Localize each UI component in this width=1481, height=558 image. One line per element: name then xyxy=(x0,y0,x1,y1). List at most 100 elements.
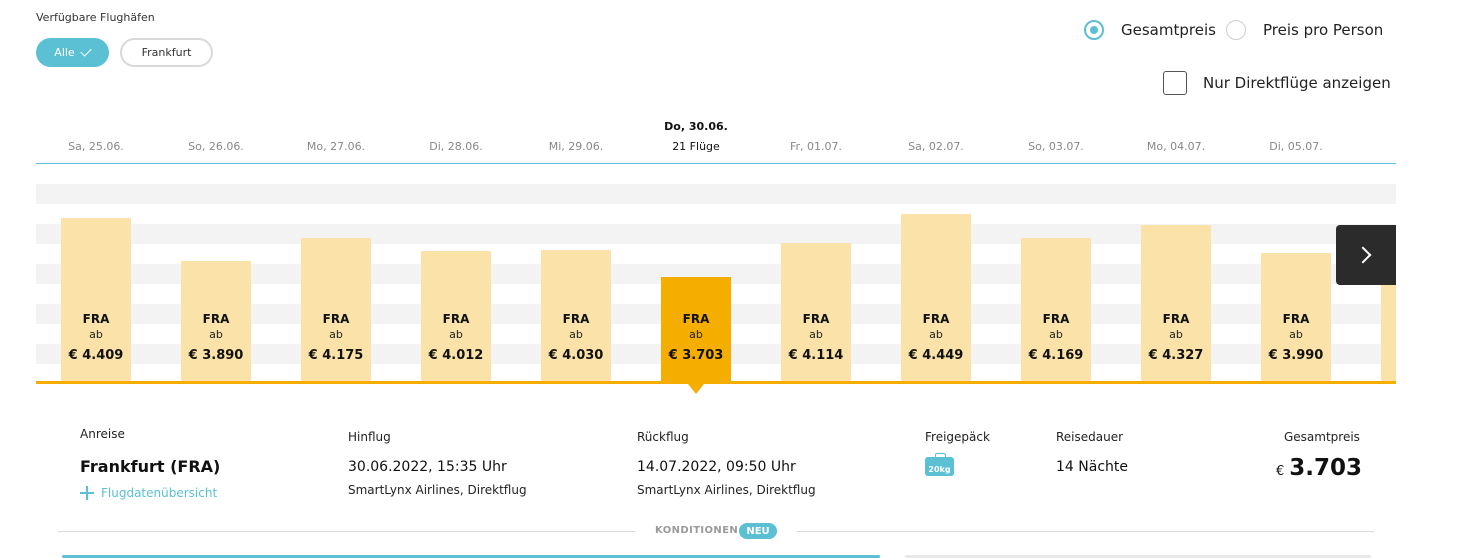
price-bar[interactable]: FRA ab € 4.169 xyxy=(1021,238,1091,381)
airports-label: Verfügbare Flughäfen xyxy=(36,11,155,24)
date-label: Mo, 27.06. xyxy=(306,140,366,153)
new-badge: NEU xyxy=(739,523,777,539)
bar-price: € 3.703 xyxy=(668,348,724,363)
price-bar[interactable]: FRA ab € 3.703 xyxy=(661,277,731,381)
bar-price: € 4.175 xyxy=(308,348,364,363)
from-label: ab xyxy=(569,328,583,341)
total-price: € 3.703 xyxy=(1276,455,1362,481)
selected-pointer xyxy=(688,384,704,394)
date-tab[interactable]: Fr, 01.07. xyxy=(756,116,876,163)
price-bar[interactable]: FRA ab € 4.012 xyxy=(421,251,491,381)
from-label: ab xyxy=(1049,328,1063,341)
chip-all-airports[interactable]: Alle xyxy=(36,38,109,67)
date-tab[interactable]: Mo, 04.07. xyxy=(1116,116,1236,163)
chart-baseline xyxy=(36,381,1396,384)
from-label: ab xyxy=(809,328,823,341)
from-label: ab xyxy=(89,328,103,341)
date-label: Sa, 25.06. xyxy=(68,140,124,153)
from-label: ab xyxy=(209,328,223,341)
radio-total-price[interactable]: Gesamtpreis xyxy=(1084,20,1216,40)
chevron-right-icon xyxy=(1354,246,1372,264)
airport-code: FRA xyxy=(682,312,710,326)
divider-left xyxy=(58,531,635,532)
date-tab[interactable]: Sa, 02.07. xyxy=(876,116,996,163)
return-label: Rückflug xyxy=(637,430,689,444)
anreise-label: Anreise xyxy=(80,427,125,441)
duration-value: 14 Nächte xyxy=(1056,459,1128,475)
bar-price: € 4.114 xyxy=(788,348,844,363)
airport-code: FRA xyxy=(922,312,950,326)
bar-price: € 4.327 xyxy=(1148,348,1204,363)
direct-flights-toggle[interactable]: Nur Direktflüge anzeigen xyxy=(1163,71,1391,95)
chip-frankfurt-label: Frankfurt xyxy=(141,46,192,59)
duration-label: Reisedauer xyxy=(1056,430,1124,444)
date-label: So, 26.06. xyxy=(188,140,244,153)
date-selector: Sa, 25.06. So, 26.06. Mo, 27.06. Di, 28.06.… xyxy=(36,116,1396,164)
date-tab[interactable]: Sa, 25.06. xyxy=(36,116,156,163)
total-amount: 3.703 xyxy=(1289,455,1363,481)
flight-overview-label: Flugdatenübersicht xyxy=(101,486,218,500)
price-bar[interactable]: FRA ab € 4.449 xyxy=(901,214,971,381)
outbound-airline: SmartLynx Airlines, Direktflug xyxy=(348,483,527,497)
conditions-label[interactable]: KONDITIONEN xyxy=(655,525,739,536)
bar-price: € 4.012 xyxy=(428,348,484,363)
next-dates-button[interactable] xyxy=(1336,225,1396,285)
luggage-icon: 20kg xyxy=(925,453,954,476)
price-bar[interactable]: FRA ab € 4.114 xyxy=(781,242,851,381)
airport-code: FRA xyxy=(562,312,590,326)
tab-underline xyxy=(905,555,1371,558)
date-tab[interactable]: Di, 05.07. xyxy=(1236,116,1356,163)
date-tab[interactable]: Mo, 27.06. xyxy=(276,116,396,163)
return-time: 14.07.2022, 09:50 Uhr xyxy=(637,459,796,475)
price-bar[interactable]: FRA ab € 4.409 xyxy=(61,217,131,381)
price-bar[interactable]: FRA ab € 3.890 xyxy=(181,261,251,381)
bar-price: € 4.449 xyxy=(908,348,964,363)
date-tab[interactable]: M xyxy=(1356,116,1396,163)
destination: Frankfurt (FRA) xyxy=(80,457,221,476)
date-tab[interactable]: Mi, 29.06. xyxy=(516,116,636,163)
radio-button[interactable] xyxy=(1226,20,1246,40)
price-bar[interactable]: FRA ab € 3.990 xyxy=(1261,253,1331,381)
airport-code: FRA xyxy=(802,312,830,326)
grid-stripe xyxy=(36,184,1396,204)
date-label: M xyxy=(1356,140,1396,153)
return-airline: SmartLynx Airlines, Direktflug xyxy=(637,483,816,497)
outbound-time: 30.06.2022, 15:35 Uhr xyxy=(348,459,507,475)
bar-price: € 4.409 xyxy=(68,348,124,363)
from-label: ab xyxy=(449,328,463,341)
airport-code: FRA xyxy=(442,312,470,326)
airport-code: FRA xyxy=(1162,312,1190,326)
direct-flights-checkbox[interactable] xyxy=(1163,71,1187,95)
date-label: Fr, 01.07. xyxy=(789,140,843,153)
outbound-label: Hinflug xyxy=(348,430,391,444)
chip-frankfurt[interactable]: Frankfurt xyxy=(120,38,213,67)
radio-total-price-label: Gesamtpreis xyxy=(1121,21,1216,39)
date-tab[interactable]: Do, 30.06. 21 Flüge xyxy=(636,116,756,163)
baggage-label: Freigepäck xyxy=(925,430,990,444)
radio-button-checked[interactable] xyxy=(1084,20,1104,40)
date-tab[interactable]: Di, 28.06. xyxy=(396,116,516,163)
price-bar[interactable]: FRA ab € 4.327 xyxy=(1141,224,1211,381)
flight-overview-link[interactable]: Flugdatenübersicht xyxy=(80,486,217,500)
date-tab[interactable]: So, 03.07. xyxy=(996,116,1116,163)
bar-price: € 3.990 xyxy=(1268,348,1324,363)
total-price-label: Gesamtpreis xyxy=(1284,430,1360,444)
price-bar[interactable]: FRA ab € 4.030 xyxy=(541,249,611,381)
airport-code: FRA xyxy=(202,312,230,326)
chip-all-label: Alle xyxy=(54,46,75,59)
price-bar[interactable]: FRA ab € 4.175 xyxy=(301,237,371,381)
date-tab[interactable]: So, 26.06. xyxy=(156,116,276,163)
date-label: Mi, 29.06. xyxy=(548,140,604,153)
date-label: Do, 30.06. xyxy=(664,120,728,133)
from-label: ab xyxy=(929,328,943,341)
radio-price-per-person[interactable]: Preis pro Person xyxy=(1226,20,1383,40)
from-label: ab xyxy=(1169,328,1183,341)
plus-icon xyxy=(80,486,94,500)
bar-price: € 4.169 xyxy=(1028,348,1084,363)
check-icon xyxy=(80,44,92,57)
bar-price: € 4.030 xyxy=(548,348,604,363)
airport-code: FRA xyxy=(1282,312,1310,326)
from-label: ab xyxy=(329,328,343,341)
direct-flights-label: Nur Direktflüge anzeigen xyxy=(1203,74,1391,92)
date-label: Sa, 02.07. xyxy=(908,140,964,153)
